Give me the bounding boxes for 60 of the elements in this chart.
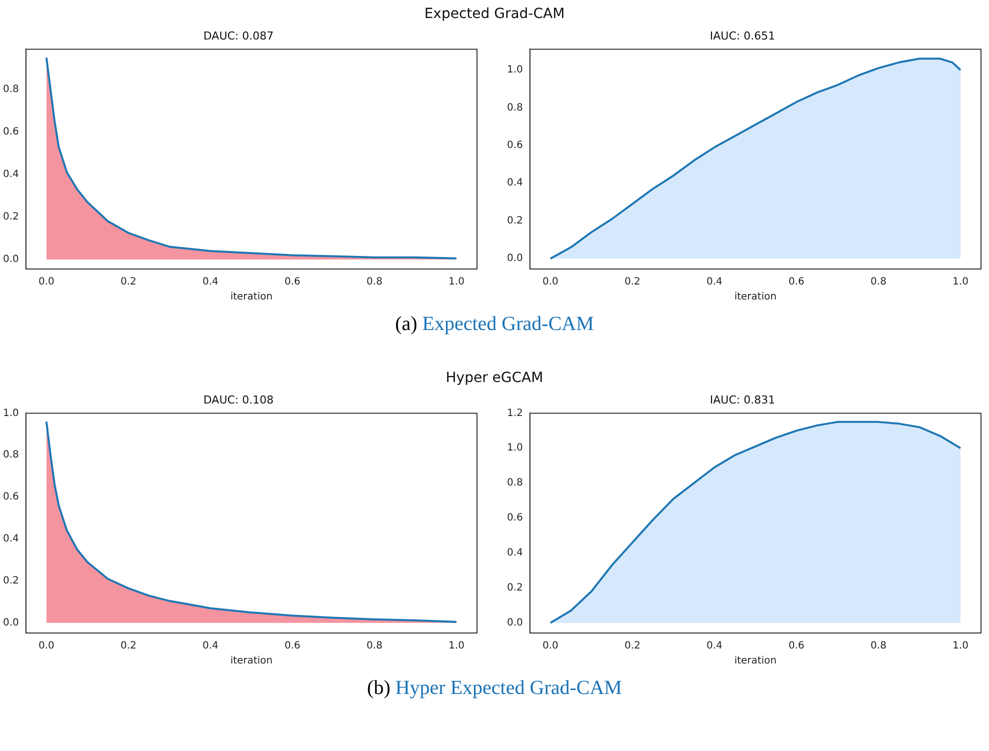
- x-tick-label: 0.4: [202, 276, 218, 288]
- x-tick-label: 0.8: [366, 276, 382, 288]
- y-tick-label: 1.0: [2, 408, 19, 419]
- x-axis-title: iteration: [230, 292, 273, 303]
- x-axis-title: iteration: [734, 656, 777, 667]
- x-tick-label: 0.6: [788, 276, 804, 288]
- x-tick-label: 0.4: [202, 640, 218, 652]
- y-tick-label: 0.4: [2, 169, 19, 180]
- x-tick-label: 0.0: [542, 640, 558, 652]
- y-tick-label: 0.4: [2, 534, 19, 545]
- x-axis-title: iteration: [734, 292, 777, 303]
- x-tick-label: 0.0: [542, 276, 558, 288]
- y-tick-label: 0.8: [2, 450, 19, 461]
- chart-title: DAUC: 0.108: [203, 393, 274, 406]
- y-tick-label: 0.8: [2, 84, 19, 96]
- y-tick-label: 0.6: [506, 512, 523, 524]
- y-tick-label: 0.2: [506, 215, 523, 226]
- y-tick-label: 0.6: [506, 140, 523, 152]
- y-tick-label: 0.8: [506, 102, 523, 114]
- y-tick-label: 0.6: [2, 126, 19, 138]
- x-tick-label: 0.2: [624, 640, 640, 652]
- text: Hyper eGCAM: [444, 369, 544, 388]
- x-tick-label: 0.0: [38, 640, 54, 652]
- y-tick-label: 1.2: [506, 408, 523, 419]
- x-tick-label: 0.6: [284, 276, 300, 288]
- x-tick-label: 0.4: [706, 276, 722, 288]
- y-tick-label: 0.8: [506, 478, 523, 489]
- x-tick-label: 0.8: [870, 276, 886, 288]
- y-tick-label: 1.0: [506, 442, 523, 454]
- x-tick-label: 0.2: [624, 276, 640, 288]
- y-tick-label: 0.2: [506, 582, 523, 594]
- y-tick-label: 0.4: [506, 548, 523, 559]
- x-tick-label: 0.4: [706, 640, 722, 652]
- x-tick-label: 0.8: [366, 640, 382, 652]
- x-tick-label: 0.0: [38, 276, 54, 288]
- y-tick-label: 0.0: [506, 617, 523, 628]
- y-tick-label: 0.4: [506, 178, 523, 189]
- y-tick-label: 1.0: [506, 64, 523, 76]
- x-tick-label: 0.6: [284, 640, 300, 652]
- text: (b) Hyper Expected Grad-CAM: [367, 677, 622, 699]
- text: (a) Expected Grad-CAM: [395, 313, 594, 335]
- y-tick-label: 0.2: [2, 212, 19, 223]
- y-tick-label: 0.2: [2, 576, 19, 587]
- x-axis-title: iteration: [230, 656, 273, 667]
- chart-title: DAUC: 0.087: [203, 29, 274, 42]
- y-tick-label: 0.0: [506, 253, 523, 264]
- x-tick-label: 1.0: [952, 276, 968, 288]
- x-tick-label: 0.6: [788, 640, 804, 652]
- chart-title: IAUC: 0.831: [710, 393, 776, 406]
- x-tick-label: 0.2: [120, 640, 136, 652]
- x-tick-label: 1.0: [448, 640, 464, 652]
- text: Expected Grad-CAM: [423, 5, 566, 24]
- y-tick-label: 0.0: [2, 254, 19, 266]
- x-tick-label: 0.8: [870, 640, 886, 652]
- x-tick-label: 0.2: [120, 276, 136, 288]
- y-tick-label: 0.0: [2, 618, 19, 629]
- y-tick-label: 0.6: [2, 492, 19, 503]
- chart-title: IAUC: 0.651: [710, 29, 776, 42]
- x-tick-label: 1.0: [952, 640, 968, 652]
- x-tick-label: 1.0: [448, 276, 464, 288]
